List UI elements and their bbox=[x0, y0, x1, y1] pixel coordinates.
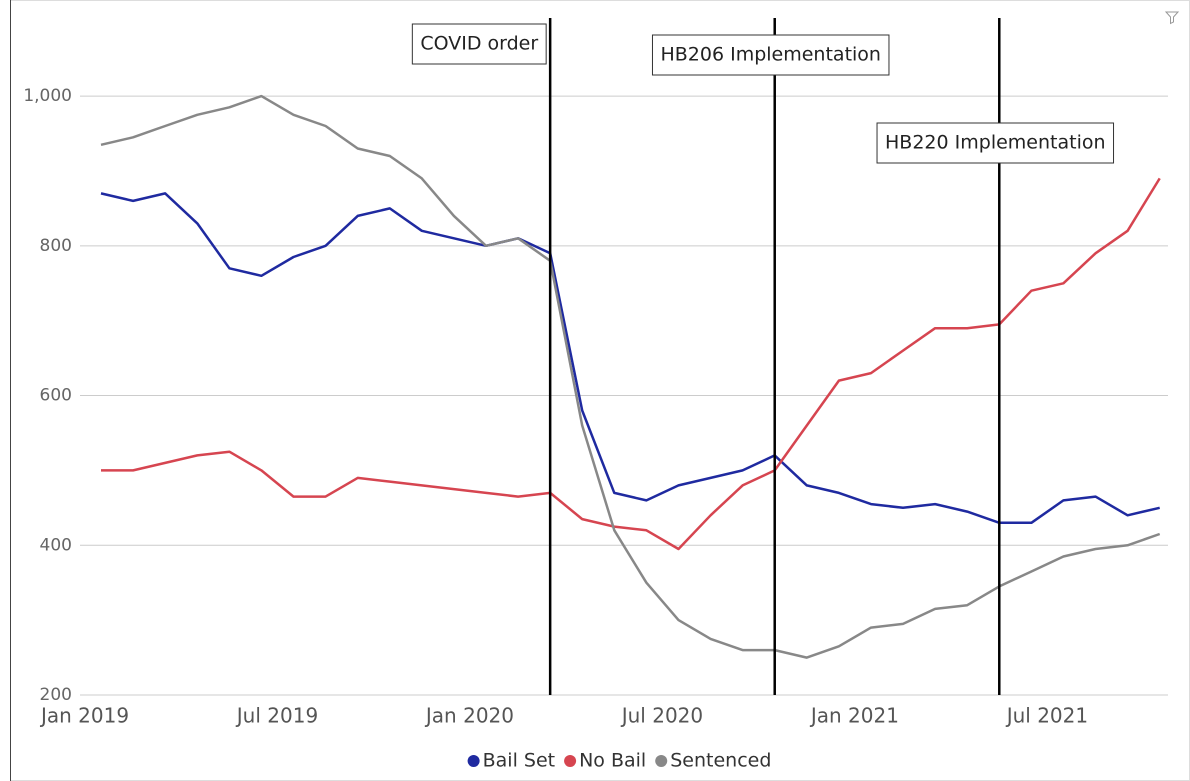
legend-marker bbox=[564, 755, 577, 767]
y-tick-label: 200 bbox=[40, 685, 72, 705]
series-line bbox=[100, 94, 1161, 659]
annotation-box bbox=[411, 23, 547, 65]
x-tick-label: Jan 2019 bbox=[39, 704, 129, 728]
legend-marker bbox=[655, 755, 668, 767]
legend-label: Bail Set bbox=[483, 750, 555, 772]
x-tick-label: Jul 2019 bbox=[235, 704, 318, 728]
y-tick-label: 800 bbox=[40, 236, 72, 256]
annotation-label: HB206 Implementation bbox=[660, 44, 881, 66]
annotation-box bbox=[876, 122, 1115, 164]
y-tick-label: 400 bbox=[40, 535, 72, 555]
y-tick-label: 1,000 bbox=[23, 86, 72, 106]
x-tick-label: Jul 2020 bbox=[620, 704, 703, 728]
x-tick-label: Jan 2021 bbox=[809, 704, 899, 728]
legend-label: Sentenced bbox=[670, 750, 771, 772]
annotation-box bbox=[651, 34, 890, 76]
y-tick-label: 600 bbox=[40, 386, 72, 406]
legend-marker bbox=[467, 755, 480, 767]
legend-label: No Bail bbox=[579, 750, 646, 772]
annotation-label: COVID order bbox=[420, 33, 538, 55]
filter-icon[interactable] bbox=[1164, 11, 1180, 25]
annotation-label: HB220 Implementation bbox=[885, 132, 1106, 154]
series-line bbox=[100, 192, 1160, 525]
series-line bbox=[101, 177, 1161, 551]
x-tick-label: Jan 2020 bbox=[424, 704, 514, 728]
x-tick-label: Jul 2021 bbox=[1005, 704, 1088, 728]
